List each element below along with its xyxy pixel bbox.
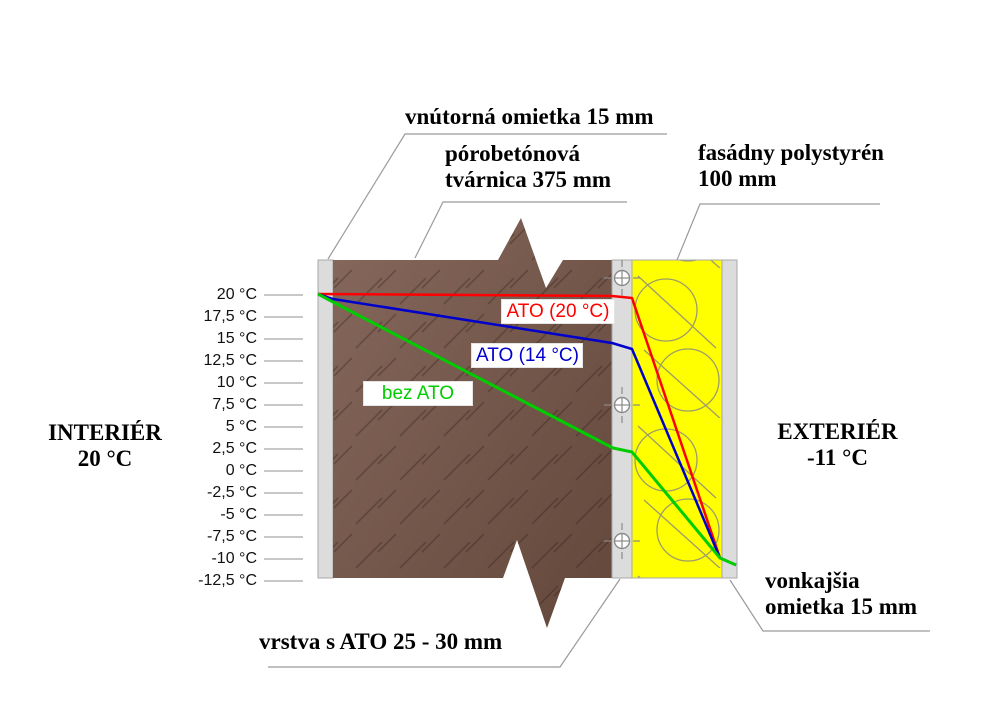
label-inner-plaster: vnútorná omietka 15 mm	[405, 104, 654, 129]
temperature-curve	[317, 292, 737, 567]
label-outer-plaster-line1: vonkajšia	[765, 568, 860, 593]
axis-tick-label: 15 °C	[216, 330, 257, 347]
leader-inner-plaster	[327, 133, 667, 260]
fastener-symbols	[604, 260, 640, 559]
axis-tick-label: -2,5 °C	[207, 484, 257, 501]
label-block-line1: pórobetónová	[445, 141, 581, 166]
axis-tick-label: 0 °C	[225, 462, 257, 479]
axis-tick-label: -12,5 °C	[198, 572, 257, 589]
leader-outer-plaster	[729, 579, 930, 632]
label-exterior-line1: EXTERIÉR	[777, 419, 898, 444]
label-series-ato14: ATO (14 °C)	[471, 343, 583, 368]
inner-plaster-layer	[317, 259, 334, 579]
temperature-curves	[317, 292, 737, 567]
label-polystyrene: fasádny polystyrén 100 mm	[698, 140, 884, 192]
block-hatch	[333, 218, 612, 628]
label-ato-layer: vrstva s ATO 25 - 30 mm	[259, 629, 503, 654]
axis-tick-label: 5 °C	[225, 418, 257, 435]
axis-tick-label: 2,5 °C	[212, 440, 257, 457]
label-block-line2: tvárnica 375 mm	[445, 167, 612, 192]
label-interior-line1: INTERIÉR	[48, 420, 162, 445]
leader-ato-layer	[268, 578, 621, 668]
axis-tick-label: -7,5 °C	[207, 528, 257, 545]
axis-tick-label: -5 °C	[220, 506, 257, 523]
outer-plaster-layer	[721, 259, 738, 579]
axis-tick-label: -10 °C	[211, 550, 257, 567]
label-outer-plaster: vonkajšia omietka 15 mm	[765, 568, 917, 620]
label-interior: INTERIÉR 20 °C	[25, 420, 185, 472]
label-polystyrene-line1: fasádny polystyrén	[698, 140, 884, 165]
axis-tick-label: 12,5 °C	[203, 352, 257, 369]
leader-block	[414, 201, 627, 259]
fastener-symbol	[604, 387, 640, 423]
label-polystyrene-line2: 100 mm	[698, 166, 777, 191]
axis-tick-label: 20 °C	[216, 286, 257, 303]
axis-tick-label: 10 °C	[216, 374, 257, 391]
label-series-ato20: ATO (20 °C)	[501, 299, 615, 324]
axis-tick-label: 7,5 °C	[212, 396, 257, 413]
label-series-bez-ato: bez ATO	[363, 381, 473, 406]
label-exterior: EXTERIÉR -11 °C	[760, 419, 915, 471]
label-interior-line2: 20 °C	[77, 446, 133, 471]
axis-tick-label: 17,5 °C	[203, 308, 257, 325]
fastener-symbol	[604, 260, 640, 296]
axis-ticks	[264, 294, 303, 582]
fastener-symbol	[604, 523, 640, 559]
label-outer-plaster-line2: omietka 15 mm	[765, 594, 918, 619]
label-block: pórobetónová tvárnica 375 mm	[445, 141, 611, 193]
leader-polystyrene	[676, 203, 880, 261]
label-exterior-line2: -11 °C	[807, 445, 868, 470]
